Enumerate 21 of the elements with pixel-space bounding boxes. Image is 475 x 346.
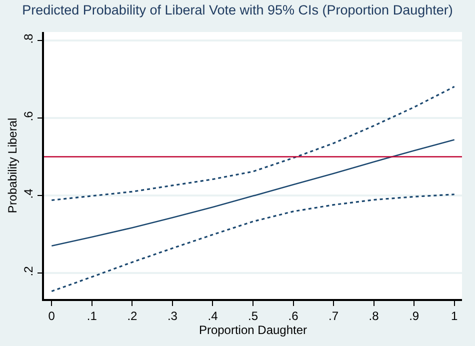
line-series [51,139,455,247]
y-tick-label: .8 [21,33,36,44]
x-tick-label: .4 [208,309,218,324]
x-tick-label: .1 [86,309,98,324]
x-tick-label: .9 [409,309,420,324]
x-tick-label: 0 [48,309,56,324]
y-tick-label: .4 [21,188,36,199]
x-tick-label: .3 [167,309,178,324]
x-tick-label: .2 [127,309,138,324]
y-tick-label: .6 [21,110,36,122]
x-axis-title: Proportion Daughter [198,323,308,338]
x-tick-label: .6 [288,309,299,324]
y-tick-label: .2 [21,266,36,276]
x-tick-label: .5 [248,309,258,324]
x-tick-label: 1 [451,309,458,324]
x-tick-label: .7 [328,309,339,324]
line-series [50,194,456,292]
x-tick-label: .8 [368,309,380,324]
line-series [50,86,456,201]
y-axis-title: Probability Liberal [5,118,20,214]
chart-title: Predicted Probability of Liberal Vote with 95% CIs (Proportion Daughter) [22,2,453,18]
